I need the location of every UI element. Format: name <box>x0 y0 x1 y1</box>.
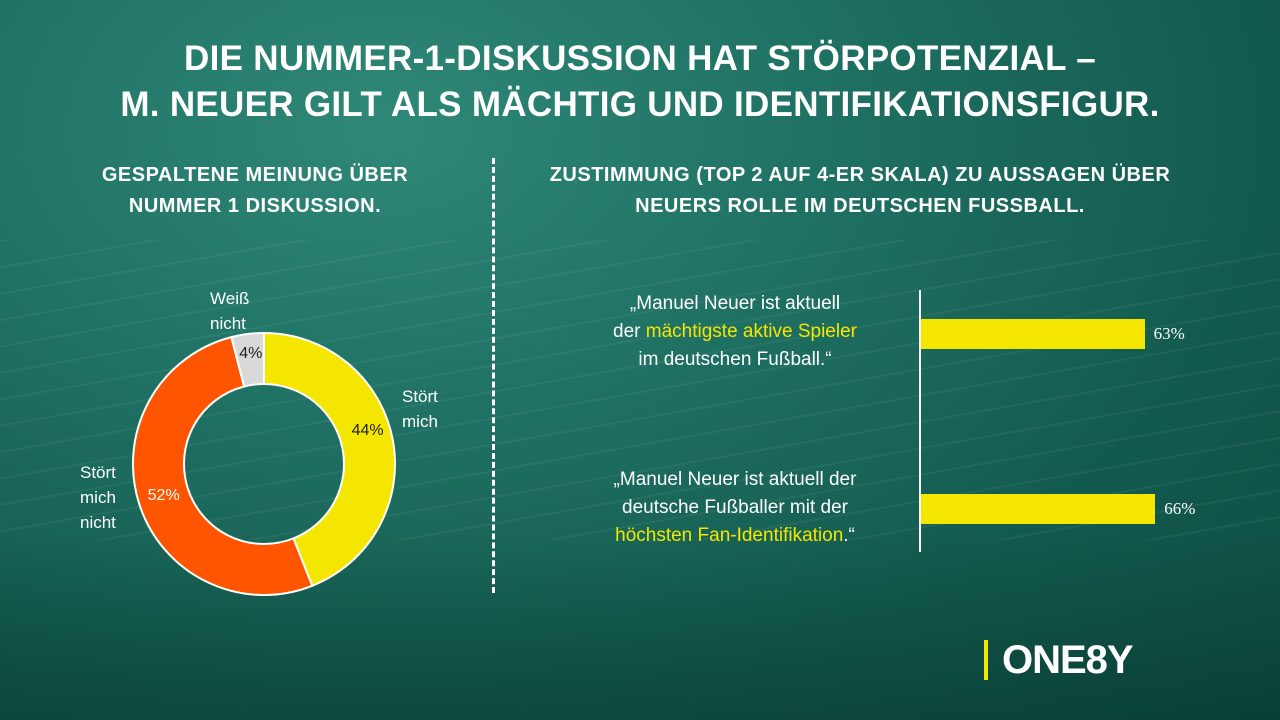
quote-highlight: höchsten Fan-Identifikation <box>615 525 844 546</box>
donut-label-stoert-mich: Stört mich <box>402 384 438 434</box>
bar-2 <box>921 494 1156 524</box>
donut-label-stoert-mich-nicht: Stört mich nicht <box>80 460 116 535</box>
logo-text: ONE8Y <box>1002 637 1134 682</box>
donut-label-line: Weiß <box>210 289 250 308</box>
section-divider <box>492 158 495 593</box>
quote-text: der <box>613 321 646 342</box>
donut-value-stoert-mich-nicht: 52% <box>147 486 180 504</box>
donut-subtitle-line-1: GESPALTENE MEINUNG ÜBER <box>101 164 409 186</box>
donut-label-weiss-nicht: Weiß nicht <box>210 286 249 336</box>
donut-label-line: nicht <box>80 513 116 532</box>
bar-subtitle: ZUSTIMMUNG (TOP 2 AUF 4-ER SKALA) ZU AUS… <box>505 160 1215 222</box>
quote-line: „Manuel Neuer ist aktuell <box>560 290 910 318</box>
quote-text: „Manuel Neuer ist aktuell der <box>613 469 857 490</box>
donut-slice-stoert-mich <box>263 331 396 588</box>
quote-text: deutsche Fußballer mit der <box>622 497 848 518</box>
donut-subtitle: GESPALTENE MEINUNG ÜBER NUMMER 1 DISKUSS… <box>75 160 435 222</box>
donut-value-stoert-mich: 44% <box>351 422 384 440</box>
donut-slice-weiss-nicht <box>230 331 265 388</box>
donut-label-line: Stört <box>402 387 438 406</box>
quote-highlight: mächtigste aktive Spieler <box>645 321 857 342</box>
quote-text: „Manuel Neuer ist aktuell <box>629 293 841 314</box>
quote-line: „Manuel Neuer ist aktuell der <box>560 466 910 494</box>
bar-chart-axis <box>919 290 921 552</box>
page-title-line-1: DIE NUMMER-1-DISKUSSION HAT STÖRPOTENZIA… <box>184 39 1096 78</box>
donut-label-line: mich <box>402 412 438 431</box>
donut-slice-stoert-mich-nicht <box>132 335 314 596</box>
logo-accent-bar <box>984 640 988 680</box>
quote-line: im deutschen Fußball.“ <box>560 346 910 374</box>
quote-text: .“ <box>843 525 855 546</box>
donut-label-line: nicht <box>210 314 246 333</box>
donut-value-weiss-nicht: 4% <box>239 345 263 363</box>
quote-line: der mächtigste aktive Spieler <box>560 318 910 346</box>
donut-label-line: Stört <box>80 463 116 482</box>
page-title: DIE NUMMER-1-DISKUSSION HAT STÖRPOTENZIA… <box>0 36 1280 128</box>
quote-text: im deutschen Fußball.“ <box>638 349 832 370</box>
brand-logo: ONE8Y <box>984 637 1134 682</box>
bar-category-label-2: „Manuel Neuer ist aktuell der deutsche Fu… <box>560 466 910 550</box>
bar-subtitle-line-1: ZUSTIMMUNG (TOP 2 AUF 4-ER SKALA) ZU AUS… <box>549 164 1171 186</box>
bar-category-label-1: „Manuel Neuer ist aktuell der mächtigste … <box>560 290 910 374</box>
bar-subtitle-line-2: NEUERS ROLLE IM DEUTSCHEN FUSSBALL. <box>635 195 1085 217</box>
bar-value-label-2: 66% <box>1164 499 1196 518</box>
page-title-line-2: M. NEUER GILT ALS MÄCHTIG UND IDENTIFIKA… <box>120 85 1160 124</box>
quote-line: deutsche Fußballer mit der <box>560 494 910 522</box>
bar-value-label-1: 63% <box>1153 324 1185 343</box>
bar-1 <box>921 319 1145 349</box>
donut-subtitle-line-2: NUMMER 1 DISKUSSION. <box>128 195 382 217</box>
donut-label-line: mich <box>80 488 116 507</box>
quote-line: höchsten Fan-Identifikation.“ <box>560 522 910 550</box>
